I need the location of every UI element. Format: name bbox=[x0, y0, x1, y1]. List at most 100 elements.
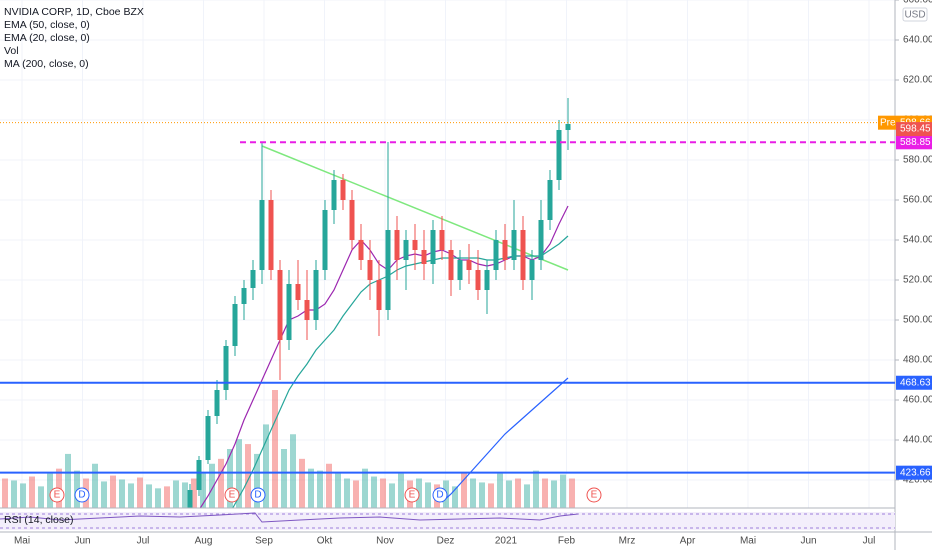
volume-bar bbox=[101, 481, 107, 508]
volume-bar bbox=[569, 478, 575, 508]
candle-body bbox=[277, 270, 283, 340]
candle-body bbox=[538, 220, 544, 260]
event-marker[interactable] bbox=[432, 487, 448, 503]
volume-bar bbox=[317, 470, 323, 508]
candle-body bbox=[394, 230, 400, 260]
candle-body bbox=[520, 230, 526, 280]
event-marker[interactable] bbox=[224, 487, 240, 503]
x-tick-label: Jul bbox=[863, 536, 876, 547]
event-marker[interactable] bbox=[250, 487, 266, 503]
currency-box[interactable] bbox=[902, 7, 928, 22]
volume-bar bbox=[389, 483, 395, 508]
legend-entry: EMA (50, close, 0) bbox=[4, 19, 90, 31]
level-label: 468.63 bbox=[900, 377, 931, 388]
candle-body bbox=[313, 270, 319, 320]
event-marker[interactable] bbox=[49, 487, 65, 503]
volume-bar bbox=[461, 472, 467, 508]
volume-bar bbox=[371, 476, 377, 508]
event-label[interactable]: D bbox=[436, 490, 443, 501]
event-marker[interactable] bbox=[74, 487, 90, 503]
candle-body bbox=[547, 180, 553, 220]
y-tick-label: 660.00 bbox=[903, 0, 932, 6]
event-label[interactable]: D bbox=[254, 490, 261, 501]
event-label[interactable]: E bbox=[229, 490, 236, 501]
volume-bar bbox=[398, 473, 404, 508]
y-tick-label: 420.00 bbox=[903, 475, 932, 486]
candle-body bbox=[358, 240, 364, 260]
candle-body bbox=[457, 260, 463, 280]
candle-body bbox=[502, 240, 508, 260]
y-tick-label: 460.00 bbox=[903, 395, 932, 406]
events: E D E D E D E bbox=[49, 487, 602, 503]
x-tick-label: Nov bbox=[376, 536, 394, 547]
volume-bar bbox=[281, 449, 287, 508]
volume-bar bbox=[506, 480, 512, 508]
volume-bar bbox=[47, 473, 53, 508]
event-label[interactable]: E bbox=[409, 490, 416, 501]
candle-body bbox=[223, 346, 229, 390]
volume-bar bbox=[164, 486, 170, 508]
volume-bar bbox=[344, 478, 350, 508]
price-label: 598.45 bbox=[900, 124, 931, 135]
x-tick-label: Jul bbox=[137, 536, 150, 547]
volume-bar bbox=[173, 480, 179, 508]
volume-bar bbox=[551, 480, 557, 508]
event-label[interactable]: D bbox=[78, 490, 85, 501]
y-tick-label: 580.00 bbox=[903, 155, 932, 166]
event-marker[interactable] bbox=[586, 487, 602, 503]
volume-bar bbox=[119, 479, 125, 508]
volume-bar bbox=[335, 473, 341, 508]
volume-bar bbox=[200, 473, 206, 508]
candle-body bbox=[205, 416, 211, 460]
event-label[interactable]: E bbox=[591, 490, 598, 501]
volume-bar bbox=[263, 424, 269, 508]
volume-bar bbox=[254, 453, 260, 508]
volume-bar bbox=[38, 486, 44, 508]
x-tick-label: Jun bbox=[800, 536, 816, 547]
volume-bar bbox=[533, 470, 539, 508]
candle-body bbox=[232, 304, 238, 346]
event-marker[interactable] bbox=[404, 487, 420, 503]
candle-body bbox=[421, 250, 427, 264]
candle-body bbox=[385, 230, 391, 310]
price-prefix: Pre bbox=[880, 117, 896, 128]
volume-bar bbox=[182, 482, 188, 508]
candle-body bbox=[493, 240, 499, 270]
volume-bar bbox=[425, 482, 431, 508]
candle-body bbox=[340, 180, 346, 200]
x-tick-label: Aug bbox=[195, 536, 213, 547]
level-label-bg bbox=[896, 465, 932, 480]
legend-entry: Vol bbox=[4, 45, 19, 57]
y-tick-label: 540.00 bbox=[903, 235, 932, 246]
volume-bar bbox=[290, 434, 296, 508]
candle-body bbox=[511, 230, 517, 260]
candle-body bbox=[304, 300, 310, 320]
volume-bar bbox=[65, 453, 71, 508]
candle-body bbox=[196, 460, 202, 490]
volume-bar bbox=[11, 480, 17, 508]
y-tick-label: 520.00 bbox=[903, 275, 932, 286]
volume-bar bbox=[29, 476, 35, 508]
rsi-label: RSI (14, close) bbox=[4, 514, 73, 526]
volume-bar bbox=[110, 475, 116, 508]
plot bbox=[187, 98, 571, 508]
candle-body bbox=[286, 284, 292, 340]
x-tick-label: Feb bbox=[558, 536, 576, 547]
candle-body bbox=[349, 200, 355, 240]
event-label[interactable]: E bbox=[54, 490, 61, 501]
currency[interactable]: USD bbox=[904, 10, 925, 21]
volume-bar bbox=[146, 484, 152, 508]
candle-body bbox=[376, 280, 382, 310]
volume-bar bbox=[524, 484, 530, 508]
volume-bar bbox=[515, 478, 521, 508]
rsi-line bbox=[0, 512, 579, 523]
volume-bar bbox=[20, 483, 26, 508]
rsi-band bbox=[0, 512, 895, 530]
volume-bar bbox=[542, 478, 548, 508]
candle-body bbox=[187, 490, 193, 508]
x-tick-label: Mai bbox=[14, 536, 30, 547]
y-tick-label: 480.00 bbox=[903, 355, 932, 366]
candle-body bbox=[439, 230, 445, 250]
